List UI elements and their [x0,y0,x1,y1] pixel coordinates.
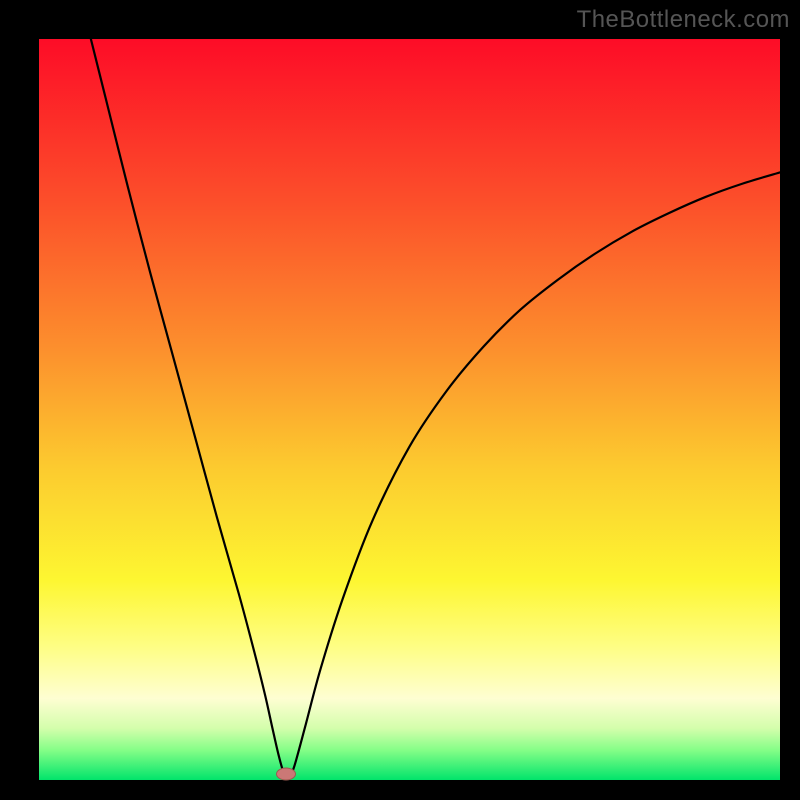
optimum-marker [276,768,296,781]
watermark-text: TheBottleneck.com [577,6,790,34]
plot-area [39,39,780,780]
bottleneck-curve [39,39,780,780]
